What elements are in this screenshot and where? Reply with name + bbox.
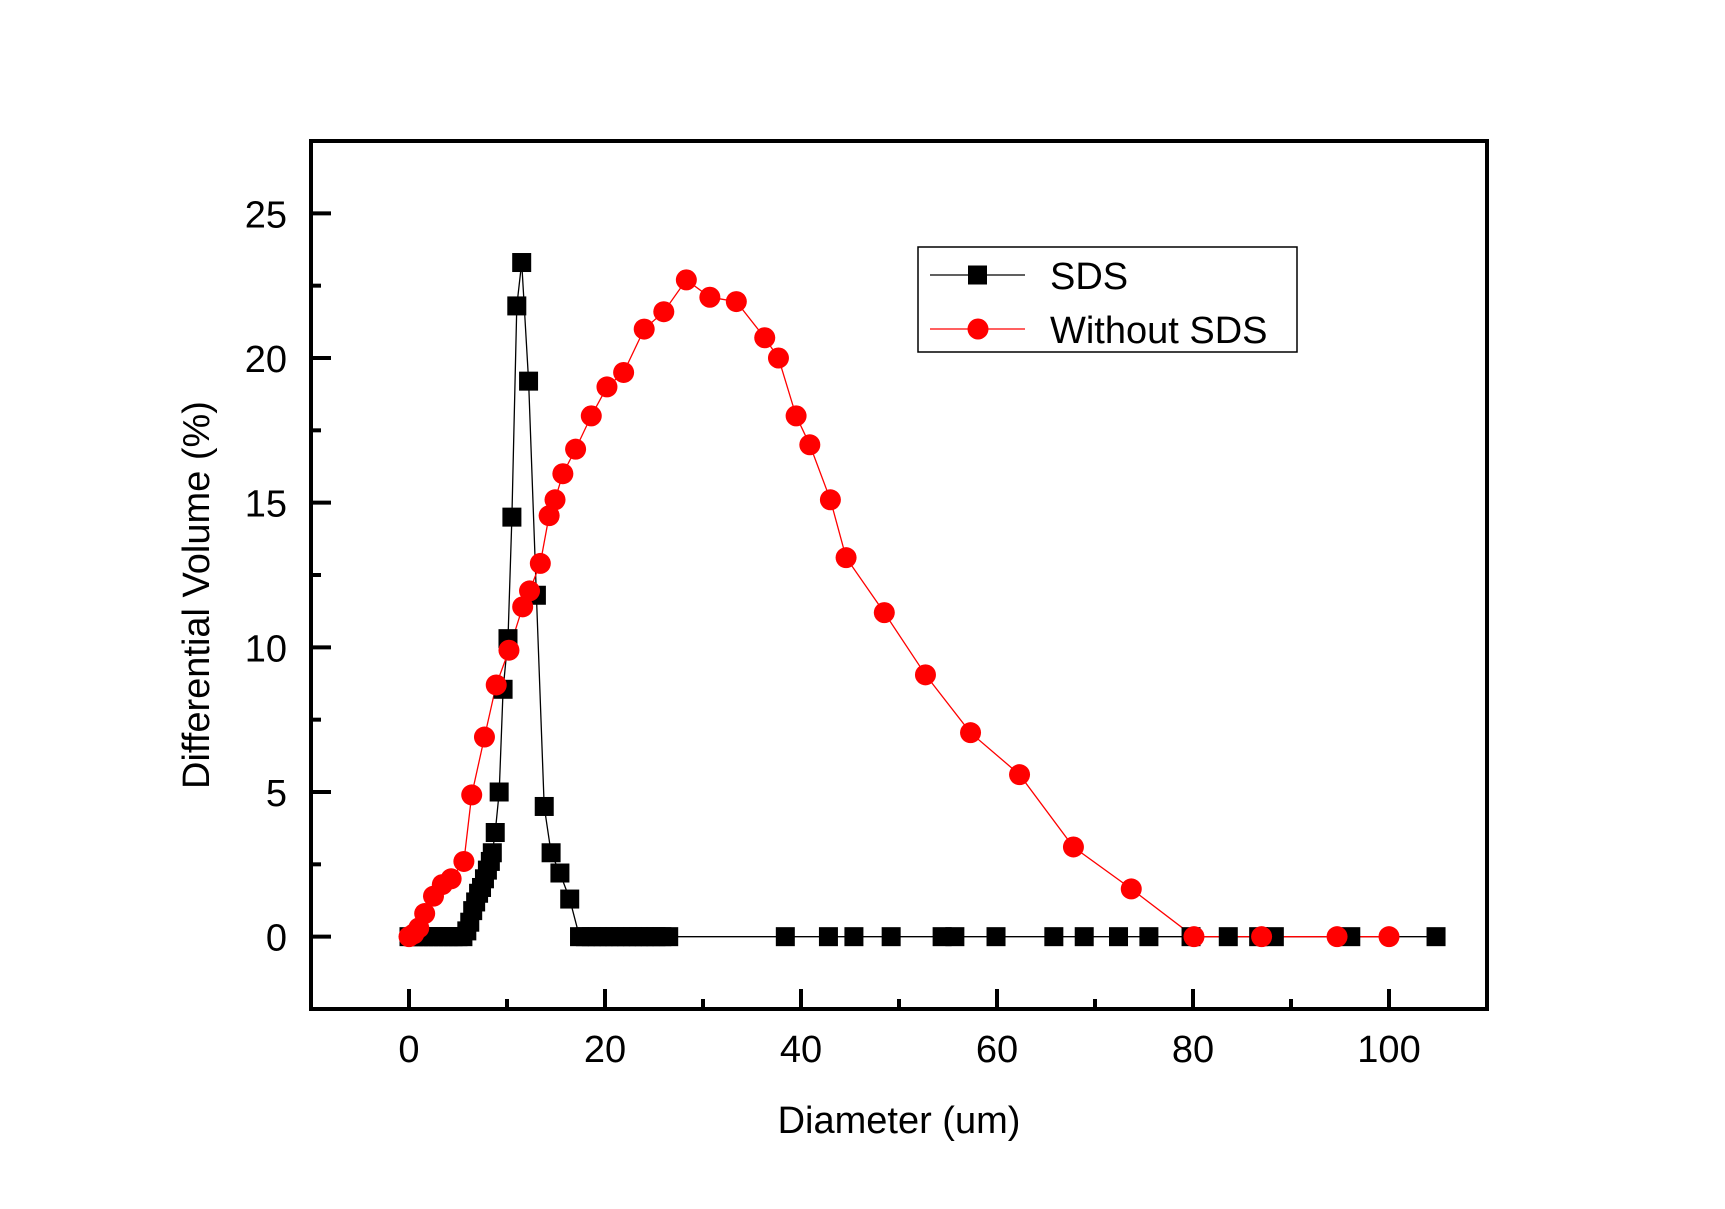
without-sds-data-point: [675, 269, 697, 291]
legend-circle-marker-icon: [967, 318, 989, 340]
x-tick-label: 80: [1172, 1029, 1214, 1071]
without-sds-data-point: [1326, 926, 1348, 948]
without-sds-data-point: [473, 726, 495, 748]
series-line-without-sds: [408, 278, 1389, 938]
sds-data-point: [945, 927, 965, 947]
axis-ticks: [311, 211, 1391, 1009]
without-sds-data-point: [596, 376, 618, 398]
without-sds-data-point: [725, 291, 747, 313]
without-sds-data-point: [519, 580, 541, 602]
legend-item-without-sds: Without SDS: [930, 310, 1268, 352]
series-line-sds: [409, 262, 1436, 938]
without-sds-data-point: [960, 722, 982, 744]
without-sds-data-point: [653, 301, 675, 323]
sds-data-point: [541, 843, 561, 863]
x-tick-label: 60: [976, 1029, 1018, 1071]
without-sds-data-point: [414, 903, 436, 925]
sds-data-point: [1109, 927, 1129, 947]
y-tick-label: 5: [266, 773, 287, 815]
legend-label: Without SDS: [1050, 310, 1268, 352]
series-markers: [398, 253, 1446, 948]
without-sds-data-point: [1009, 764, 1031, 786]
sds-data-point: [844, 927, 864, 947]
x-tick-label: 0: [398, 1029, 419, 1071]
sds-data-point: [534, 796, 554, 816]
without-sds-data-point: [538, 505, 560, 527]
without-sds-data-point: [453, 850, 475, 872]
sds-data-point: [485, 823, 505, 843]
legend-label: SDS: [1050, 256, 1128, 298]
without-sds-data-point: [819, 489, 841, 511]
without-sds-data-point: [914, 664, 936, 686]
sds-data-point: [986, 927, 1006, 947]
y-tick-label: 25: [245, 194, 287, 236]
x-tick-label: 20: [584, 1029, 626, 1071]
sds-data-point: [519, 371, 539, 391]
sds-data-point: [1044, 927, 1064, 947]
without-sds-data-point: [633, 318, 655, 340]
without-sds-data-point: [835, 547, 857, 569]
sds-data-point: [560, 889, 580, 909]
sds-data-point: [507, 296, 527, 316]
sds-data-point: [489, 782, 509, 802]
sds-data-point: [659, 927, 679, 947]
without-sds-data-point: [1251, 926, 1273, 948]
y-tick-label: 10: [245, 628, 287, 670]
axis-tick-labels: 0 20 40 60 80 100 0 5 10 15 20 25: [245, 194, 1421, 1071]
without-sds-data-point: [461, 784, 483, 806]
y-tick-label: 0: [266, 918, 287, 960]
x-tick-label: 100: [1357, 1029, 1420, 1071]
without-sds-data-point: [754, 327, 776, 349]
without-sds-data-point: [785, 405, 807, 427]
sds-data-point: [512, 253, 532, 273]
without-sds-data-point: [580, 405, 602, 427]
without-sds-data-point: [1120, 878, 1142, 900]
y-axis-label: Differential Volume (%): [176, 401, 218, 789]
without-sds-data-point: [529, 552, 551, 574]
without-sds-data-point: [1378, 926, 1400, 948]
x-axis-label: Diameter (um): [778, 1100, 1021, 1142]
without-sds-data-point: [485, 674, 507, 696]
without-sds-data-point: [767, 347, 789, 369]
without-sds-data-point: [799, 434, 821, 456]
x-tick-label: 40: [780, 1029, 822, 1071]
sds-data-point: [818, 927, 838, 947]
sds-data-point: [881, 927, 901, 947]
sds-data-point: [502, 507, 522, 527]
sds-data-point: [1218, 927, 1238, 947]
without-sds-data-point: [1183, 926, 1205, 948]
without-sds-data-point: [498, 639, 520, 661]
without-sds-data-point: [699, 286, 721, 308]
without-sds-data-point: [552, 463, 574, 485]
without-sds-data-point: [613, 361, 635, 383]
without-sds-data-point: [440, 868, 462, 890]
without-sds-data-point: [873, 602, 895, 624]
sds-data-point: [1426, 927, 1446, 947]
sds-data-point: [482, 843, 502, 863]
sds-data-point: [1074, 927, 1094, 947]
legend-square-marker-icon: [968, 265, 987, 285]
sds-data-point: [1139, 927, 1159, 947]
series-lines: [408, 262, 1436, 938]
without-sds-data-point: [512, 596, 534, 618]
legend-item-sds: SDS: [930, 256, 1128, 298]
y-tick-label: 15: [245, 484, 287, 526]
legend-items: SDS Without SDS: [930, 256, 1268, 352]
legend: SDS Without SDS: [917, 246, 1298, 353]
without-sds-data-point: [1062, 836, 1084, 858]
sds-data-point: [550, 863, 570, 883]
without-sds-data-point: [565, 438, 587, 460]
without-sds-data-point: [544, 489, 566, 511]
y-tick-label: 20: [245, 339, 287, 381]
sds-data-point: [775, 927, 795, 947]
